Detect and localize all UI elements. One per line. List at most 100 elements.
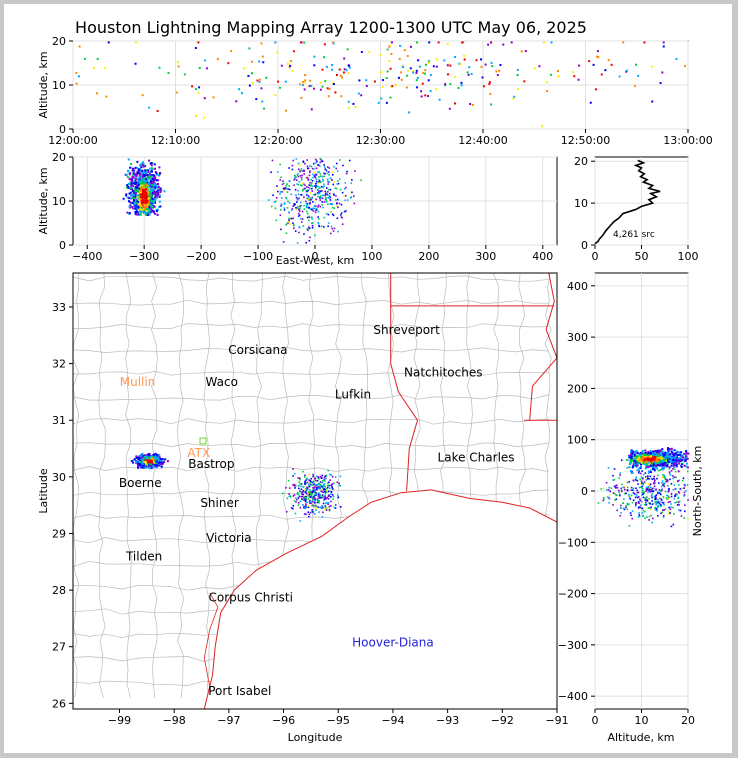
source-point <box>279 191 282 193</box>
source-point <box>285 184 287 187</box>
source-point <box>144 169 147 172</box>
source-point <box>616 509 618 512</box>
source-point <box>632 487 635 490</box>
source-point <box>663 509 665 511</box>
source-point <box>145 206 148 209</box>
source-point <box>655 494 658 496</box>
source-point <box>679 509 682 512</box>
source-point <box>138 182 141 185</box>
source-point <box>143 210 146 213</box>
source-point <box>314 193 317 196</box>
source-point <box>274 94 277 97</box>
source-point <box>330 505 332 507</box>
source-point <box>303 233 305 235</box>
source-point <box>83 57 86 60</box>
source-point <box>326 193 328 196</box>
source-point <box>135 196 138 199</box>
source-point <box>635 494 638 496</box>
source-point <box>686 466 689 469</box>
map-ytick-label: 31 <box>52 414 66 427</box>
source-point <box>96 57 99 60</box>
source-point <box>640 500 643 503</box>
source-point <box>292 475 294 477</box>
source-point <box>135 213 138 216</box>
source-point <box>321 479 324 482</box>
source-point <box>681 463 684 466</box>
source-point <box>307 505 310 507</box>
source-point <box>310 480 312 483</box>
source-point <box>596 50 599 53</box>
source-point <box>313 513 316 515</box>
source-point <box>665 480 667 483</box>
source-point <box>326 507 329 509</box>
source-point <box>146 198 149 201</box>
source-point <box>144 201 147 204</box>
source-point <box>313 483 316 486</box>
source-point <box>316 189 319 192</box>
source-point <box>319 497 322 499</box>
source-point <box>306 216 309 219</box>
source-point <box>307 178 310 181</box>
source-point <box>454 75 457 78</box>
source-point <box>415 69 418 72</box>
source-point <box>333 482 335 485</box>
source-point <box>140 459 143 462</box>
source-point <box>318 218 320 220</box>
source-point <box>623 486 626 489</box>
source-point <box>320 490 323 493</box>
source-point <box>659 459 662 462</box>
source-point <box>629 454 632 457</box>
source-point <box>311 510 313 513</box>
source-point <box>645 466 648 469</box>
source-point <box>319 190 321 192</box>
source-point <box>322 206 324 209</box>
source-point <box>319 483 322 486</box>
source-point <box>300 495 303 498</box>
source-point <box>313 488 316 491</box>
source-point <box>640 480 643 483</box>
source-point <box>615 498 618 500</box>
source-point <box>638 467 641 470</box>
source-point <box>304 483 307 486</box>
source-point <box>641 452 644 455</box>
source-point <box>135 182 138 185</box>
source-point <box>325 192 327 195</box>
source-point <box>490 41 493 44</box>
source-point <box>317 500 319 503</box>
ew-height-ytick-label: 0 <box>59 239 66 252</box>
source-point <box>153 461 156 464</box>
source-point <box>512 97 515 100</box>
source-point <box>127 185 130 188</box>
source-point <box>676 450 679 453</box>
source-point <box>661 71 664 74</box>
source-point <box>329 473 331 476</box>
source-point <box>156 453 159 456</box>
source-point <box>406 74 409 77</box>
source-point <box>662 467 665 470</box>
source-point <box>131 190 134 193</box>
source-point <box>305 190 308 193</box>
source-point <box>328 508 331 511</box>
source-point <box>312 162 315 165</box>
source-point <box>630 494 633 497</box>
source-point <box>126 184 129 187</box>
source-point <box>657 454 660 457</box>
source-point <box>298 181 301 183</box>
source-point <box>332 487 335 490</box>
ew-height-xtick-label: −100 <box>243 250 273 263</box>
source-point <box>157 461 160 464</box>
source-point <box>306 477 308 480</box>
source-point <box>134 192 137 195</box>
source-point <box>672 468 674 470</box>
source-point <box>288 211 290 214</box>
source-point <box>147 189 150 192</box>
source-point <box>657 504 660 507</box>
source-point <box>320 496 323 499</box>
source-point <box>313 55 316 58</box>
source-point <box>630 455 633 458</box>
source-point <box>667 461 670 464</box>
source-point <box>340 216 343 218</box>
source-point <box>332 498 334 500</box>
source-point <box>656 502 659 504</box>
source-point <box>298 487 300 490</box>
